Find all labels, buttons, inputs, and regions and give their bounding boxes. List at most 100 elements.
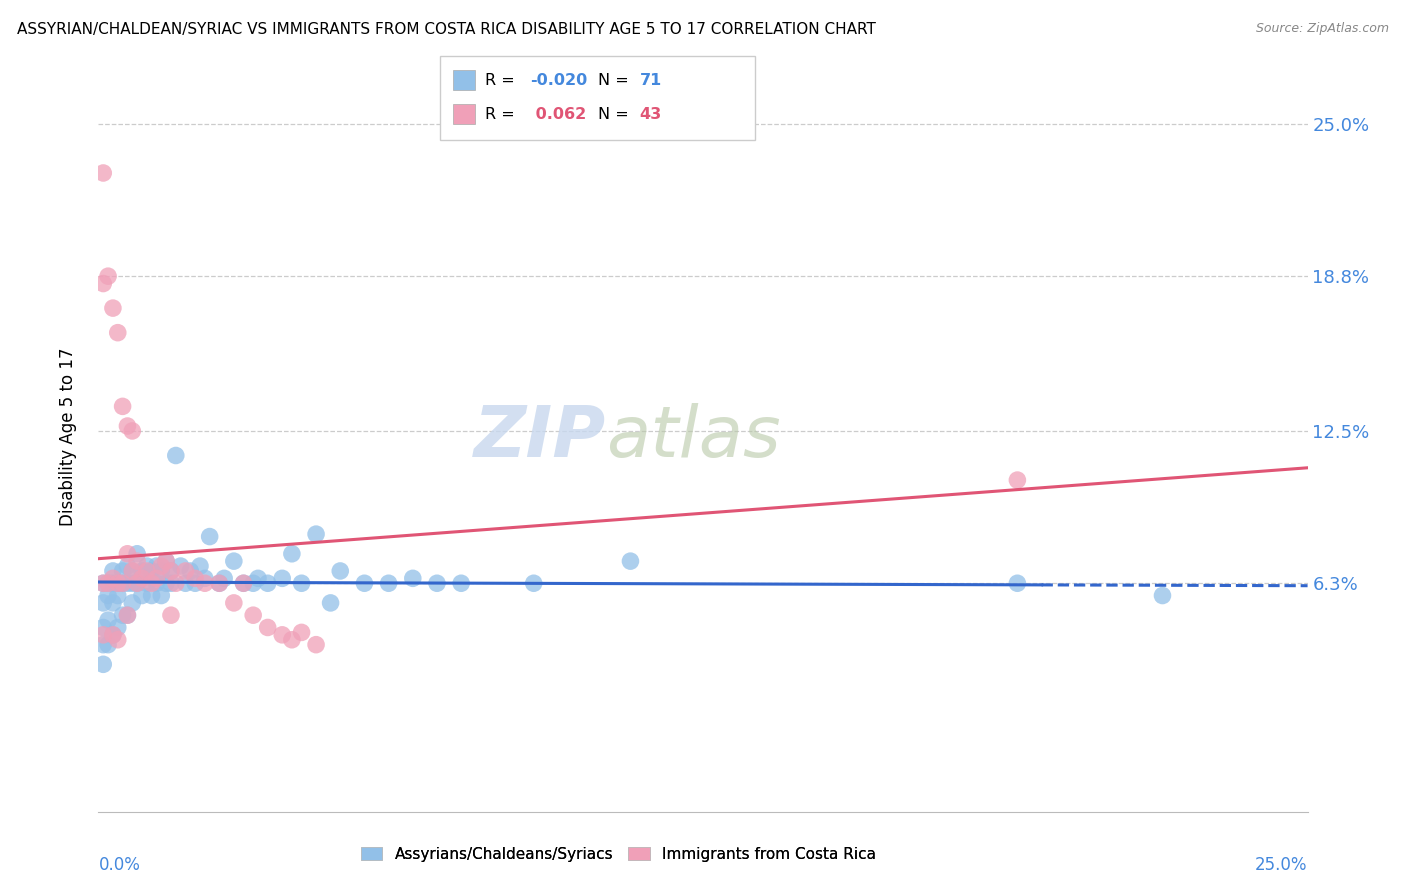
Point <box>135 564 157 578</box>
Text: 0.0%: 0.0% <box>98 855 141 873</box>
Point <box>91 620 114 634</box>
Point <box>208 576 231 591</box>
Point <box>160 564 183 578</box>
Point <box>111 400 134 414</box>
Text: R =: R = <box>485 107 515 121</box>
Point <box>91 628 114 642</box>
Point <box>101 628 124 642</box>
Point <box>1007 473 1029 487</box>
Point <box>165 449 187 463</box>
Point <box>523 576 546 591</box>
Point <box>450 576 472 591</box>
Point <box>141 564 163 578</box>
Text: 0.062: 0.062 <box>530 107 586 121</box>
Point <box>91 638 114 652</box>
Point <box>242 608 264 623</box>
Point <box>117 559 139 574</box>
Text: 25.0%: 25.0% <box>1256 855 1308 873</box>
Text: Source: ZipAtlas.com: Source: ZipAtlas.com <box>1256 22 1389 36</box>
Point <box>117 419 139 434</box>
Point <box>150 589 173 603</box>
Point <box>150 564 173 578</box>
Point <box>222 596 245 610</box>
Point <box>121 596 143 610</box>
Point <box>91 576 114 591</box>
Point <box>247 571 270 585</box>
Point <box>97 613 120 627</box>
Point <box>165 576 187 591</box>
Point <box>107 576 129 591</box>
Point <box>271 628 294 642</box>
Point <box>97 589 120 603</box>
Text: N =: N = <box>598 73 628 87</box>
Point <box>305 527 328 541</box>
Point <box>271 571 294 585</box>
Point <box>121 564 143 578</box>
Point <box>1007 576 1029 591</box>
Point <box>101 576 124 591</box>
Point <box>353 576 375 591</box>
Point <box>184 571 207 585</box>
Point <box>155 554 177 568</box>
Point <box>97 269 120 284</box>
Point <box>131 589 153 603</box>
Point <box>131 571 153 585</box>
Point <box>117 576 139 591</box>
Point <box>101 564 124 578</box>
Point <box>155 576 177 591</box>
Point <box>281 547 304 561</box>
Point <box>121 564 143 578</box>
Text: ZIP: ZIP <box>474 402 606 472</box>
Point <box>329 564 352 578</box>
Text: ASSYRIAN/CHALDEAN/SYRIAC VS IMMIGRANTS FROM COSTA RICA DISABILITY AGE 5 TO 17 CO: ASSYRIAN/CHALDEAN/SYRIAC VS IMMIGRANTS F… <box>17 22 876 37</box>
Point <box>194 571 217 585</box>
Point <box>101 571 124 585</box>
Point <box>198 530 221 544</box>
Point <box>402 571 425 585</box>
Point <box>107 326 129 340</box>
Point <box>208 576 231 591</box>
Point <box>91 657 114 672</box>
Point <box>121 576 143 591</box>
Point <box>256 576 278 591</box>
Point <box>212 571 235 585</box>
Point <box>101 628 124 642</box>
Point <box>222 554 245 568</box>
Point <box>135 559 157 574</box>
Point <box>111 564 134 578</box>
Text: -0.020: -0.020 <box>530 73 588 87</box>
Point <box>91 596 114 610</box>
Point <box>91 576 114 591</box>
Point <box>121 424 143 438</box>
Point <box>169 559 191 574</box>
Point <box>107 620 129 634</box>
Point <box>174 576 197 591</box>
Point <box>107 589 129 603</box>
Point <box>127 576 149 591</box>
Point <box>127 554 149 568</box>
Point <box>101 596 124 610</box>
Point <box>290 625 312 640</box>
Point <box>377 576 399 591</box>
Point <box>117 608 139 623</box>
Point <box>160 564 183 578</box>
Text: atlas: atlas <box>606 402 780 472</box>
Point <box>184 576 207 591</box>
Point <box>319 596 342 610</box>
Point <box>135 576 157 591</box>
Text: 71: 71 <box>640 73 662 87</box>
Point <box>127 576 149 591</box>
Point <box>194 576 217 591</box>
Point <box>111 576 134 591</box>
Point <box>426 576 449 591</box>
Point <box>107 632 129 647</box>
Point <box>145 576 167 591</box>
Point <box>97 576 120 591</box>
Point <box>290 576 312 591</box>
Point <box>174 564 197 578</box>
Point <box>141 589 163 603</box>
Point <box>117 547 139 561</box>
Point <box>281 632 304 647</box>
Point <box>97 638 120 652</box>
Point <box>107 576 129 591</box>
